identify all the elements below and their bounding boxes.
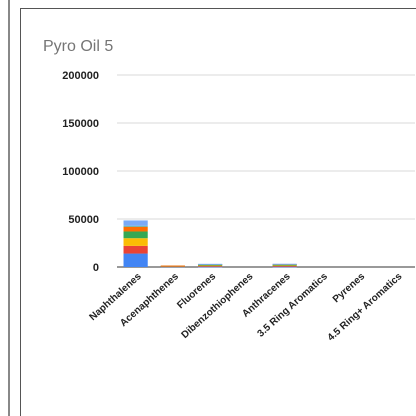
y-tick-label: 200000 <box>62 70 99 82</box>
y-tick-label: 50000 <box>68 214 99 226</box>
bar-segment <box>272 264 297 266</box>
bars <box>123 220 297 268</box>
bar-segment <box>123 231 148 239</box>
x-axis-ticks: NaphthalenesAcenaphthenesFluorenesDibenz… <box>88 271 405 344</box>
bar-segment <box>123 225 148 227</box>
chart-title: Pyro Oil 5 <box>43 38 113 55</box>
bar-segment <box>272 263 297 265</box>
x-tick-label: Pyrenes <box>331 271 368 306</box>
window-edge-left <box>8 0 10 416</box>
bar-segment <box>198 263 223 265</box>
bar-segment <box>272 266 297 268</box>
x-tick-label: 4.5 Ring+ Aromatics <box>326 271 405 344</box>
chart-panel: Pyro Oil 5 0 50000 100000 150000 200000 Naph… <box>20 8 416 416</box>
bar-segment <box>123 220 148 226</box>
y-tick-label: 150000 <box>62 118 99 130</box>
bar-segment <box>198 264 223 266</box>
bar-segment <box>123 226 148 232</box>
bar-segment <box>198 265 223 267</box>
bar-segment <box>160 265 185 267</box>
x-tick-label: Dibenzothiophenes <box>179 271 255 341</box>
y-tick-label: 100000 <box>62 166 99 178</box>
bar-segment <box>123 245 148 254</box>
bar-segment <box>123 238 148 246</box>
y-tick-label: 0 <box>93 262 99 274</box>
x-tick-label: 3.5 Ring Aromatics <box>255 271 330 340</box>
bar-segment <box>123 253 148 267</box>
gridlines <box>117 74 415 268</box>
bar-segment <box>198 265 223 267</box>
bar-segment <box>272 265 297 267</box>
bar-segment <box>272 265 297 267</box>
y-axis-ticks: 0 50000 100000 150000 200000 <box>62 70 99 274</box>
stacked-bar-chart: Pyro Oil 5 0 50000 100000 150000 200000 Naph… <box>43 38 415 344</box>
bar-segment <box>198 266 223 268</box>
